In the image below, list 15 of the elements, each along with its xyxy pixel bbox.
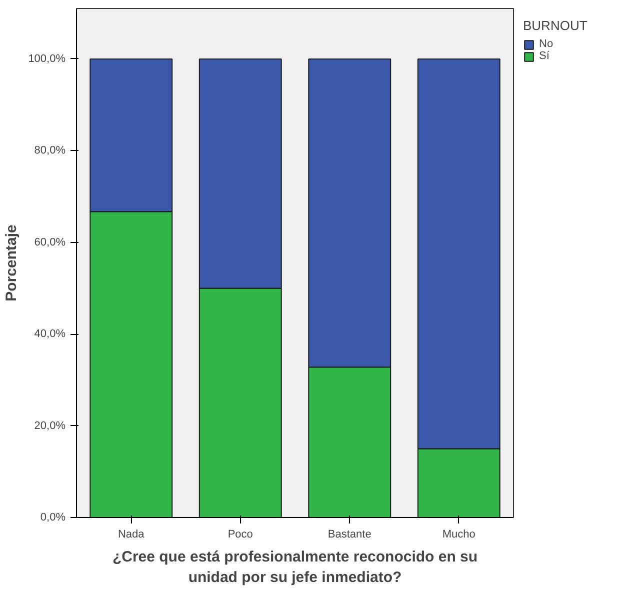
x-axis-title: ¿Cree que está profesionalmente reconocido en su unidad por su jefe inmediato? [112,548,478,586]
legend-label: Sí [539,50,550,62]
y-tick-label: 100,0% [28,52,66,65]
y-tick-label: 20,0% [34,420,66,432]
x-tick-label: Poco [228,528,253,540]
y-tick-label: 0,0% [40,512,66,524]
legend-title: BURNOUT [523,18,588,33]
x-tick-label: Mucho [442,528,476,540]
y-tick-label: 40,0% [34,328,66,340]
x-tick-label: Bastante [328,528,372,540]
x-tick-label: Nada [118,528,146,540]
y-tick-label: 80,0% [34,144,66,157]
legend-label: No [539,38,554,50]
y-axis-title: Porcentaje [3,224,20,302]
y-tick-label: 60,0% [34,236,66,248]
